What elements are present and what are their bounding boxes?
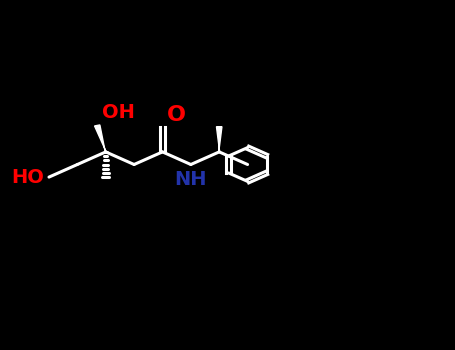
Polygon shape [217, 127, 222, 152]
Text: HO: HO [11, 168, 45, 187]
Text: OH: OH [102, 103, 135, 122]
Text: O: O [167, 105, 186, 125]
Polygon shape [95, 125, 106, 152]
Text: NH: NH [175, 170, 207, 189]
